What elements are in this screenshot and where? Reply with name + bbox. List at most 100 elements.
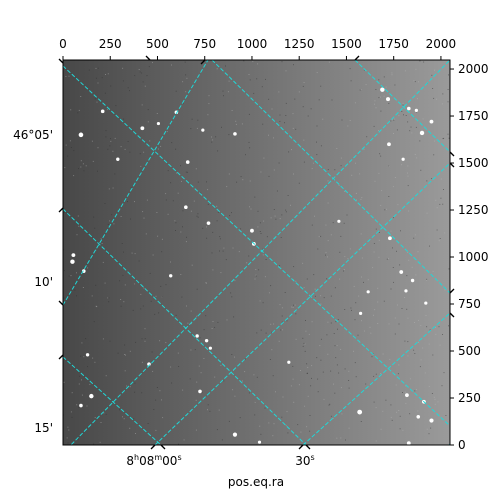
noise-pixel [67, 442, 69, 444]
grid-line [70, 60, 450, 445]
noise-pixel [196, 381, 198, 383]
noise-pixel [378, 239, 380, 241]
noise-pixel [102, 261, 104, 263]
noise-pixel [139, 153, 141, 155]
noise-pixel [135, 341, 137, 343]
world-tick [449, 162, 455, 168]
noise-pixel [442, 334, 443, 335]
world-tick [58, 300, 64, 306]
noise-pixel [410, 126, 412, 128]
noise-pixel [311, 168, 313, 170]
noise-pixel [236, 181, 238, 183]
noise-pixel [384, 209, 386, 211]
noise-pixel [330, 234, 332, 236]
noise-pixel [435, 326, 437, 328]
noise-pixel [190, 310, 192, 312]
noise-pixel [407, 165, 409, 167]
noise-pixel [375, 440, 377, 442]
noise-pixel [167, 170, 169, 172]
noise-pixel [64, 270, 65, 272]
noise-pixel [443, 137, 445, 139]
noise-pixel [275, 218, 277, 220]
noise-pixel [294, 98, 296, 100]
world-tick [305, 444, 311, 450]
noise-pixel [287, 195, 289, 196]
noise-pixel [219, 250, 220, 252]
noise-pixel [307, 115, 309, 117]
noise-pixel [254, 414, 256, 416]
noise-pixel [397, 373, 399, 375]
noise-pixel [195, 399, 197, 401]
noise-pixel [180, 231, 182, 233]
noise-pixel [398, 364, 400, 366]
noise-pixel [109, 220, 111, 222]
noise-pixel [440, 178, 442, 180]
noise-pixel [182, 210, 184, 212]
noise-pixel [104, 92, 106, 94]
noise-pixel [255, 269, 257, 270]
noise-pixel [232, 247, 234, 249]
noise-pixel [414, 234, 416, 236]
noise-pixel [363, 330, 365, 332]
noise-pixel [284, 122, 285, 124]
noise-pixel [276, 190, 278, 192]
noise-pixel [274, 215, 276, 217]
noise-pixel [302, 337, 304, 339]
right-tick-label: 1000 [458, 250, 489, 264]
noise-pixel [63, 297, 65, 299]
noise-pixel [238, 251, 240, 253]
noise-pixel [265, 332, 267, 334]
grid-line [354, 60, 450, 153]
star-point [156, 121, 161, 126]
noise-pixel [396, 250, 397, 252]
noise-pixel [222, 90, 224, 92]
noise-pixel [265, 259, 267, 260]
noise-pixel [447, 89, 449, 90]
noise-pixel [180, 165, 181, 167]
noise-pixel [234, 395, 236, 397]
star-point [386, 97, 391, 102]
noise-pixel [222, 250, 224, 252]
world-tick [298, 444, 304, 450]
noise-pixel [330, 295, 332, 297]
grid-line [63, 208, 307, 445]
noise-pixel [351, 174, 353, 176]
noise-pixel [434, 69, 436, 71]
noise-pixel [134, 253, 136, 255]
noise-pixel [175, 314, 177, 316]
noise-pixel [159, 390, 161, 392]
noise-pixel [245, 154, 246, 156]
noise-pixel [97, 170, 98, 172]
noise-pixel [363, 281, 364, 283]
noise-pixel [388, 165, 390, 167]
noise-pixel [95, 284, 97, 286]
noise-pixel [259, 300, 261, 302]
right-tick-label: 0 [458, 438, 466, 452]
noise-pixel [439, 238, 441, 239]
noise-pixel [225, 65, 226, 67]
star-point [70, 259, 75, 264]
noise-pixel [175, 148, 177, 150]
noise-pixel [414, 353, 416, 354]
noise-pixel [242, 380, 243, 382]
noise-pixel [424, 372, 426, 374]
right-tick-label: 500 [458, 344, 481, 358]
noise-pixel [221, 439, 223, 441]
noise-pixel [316, 154, 318, 156]
noise-pixel [270, 217, 272, 219]
noise-pixel [83, 170, 85, 172]
noise-pixel [134, 283, 136, 285]
noise-pixel [281, 321, 283, 323]
noise-pixel [413, 349, 415, 351]
noise-pixel [416, 157, 418, 159]
noise-pixel [160, 145, 162, 147]
noise-pixel [359, 89, 361, 91]
noise-pixel [413, 237, 415, 239]
noise-pixel [244, 358, 246, 360]
noise-pixel [308, 333, 310, 335]
noise-pixel [273, 209, 275, 210]
noise-pixel [77, 112, 79, 114]
noise-pixel [186, 77, 188, 79]
noise-pixel [177, 352, 179, 354]
